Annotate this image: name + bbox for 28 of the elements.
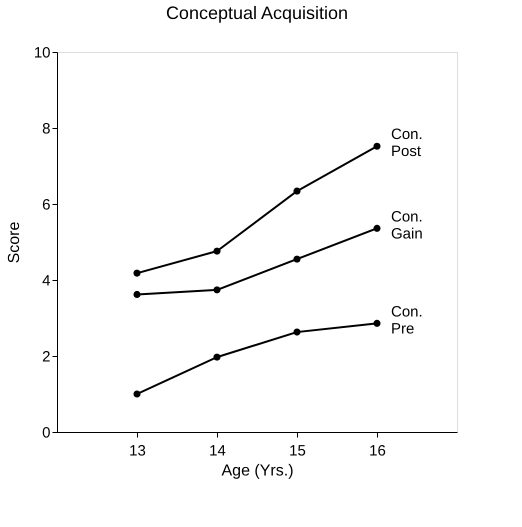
point	[373, 142, 381, 150]
y-tick-label: 10	[34, 44, 50, 62]
x-tick-label: 13	[129, 442, 146, 460]
series-label: Con. Post	[391, 126, 423, 160]
y-tick-label: 4	[42, 272, 50, 290]
x-tick-label: 15	[289, 442, 306, 460]
point	[133, 390, 141, 398]
series-label: Con. Pre	[391, 303, 423, 338]
point	[293, 256, 301, 263]
point	[213, 354, 221, 361]
point	[133, 270, 141, 277]
point	[373, 224, 381, 232]
x-tick-label: 14	[209, 442, 226, 460]
x-tick-label: 16	[369, 442, 386, 460]
point	[213, 286, 221, 294]
y-tick-label: 8	[42, 120, 50, 138]
point	[213, 248, 221, 255]
chart-title: Conceptual Acquisition	[166, 3, 348, 23]
point	[293, 328, 301, 336]
point	[133, 290, 141, 298]
series-label: Con. Gain	[391, 208, 423, 242]
point	[293, 188, 301, 195]
y-axis-title: Score	[6, 222, 23, 264]
y-tick-label: 0	[42, 424, 50, 442]
y-tick-label: 2	[42, 348, 50, 366]
y-tick-label: 6	[42, 196, 50, 214]
x-axis-title: Age (Yrs.)	[221, 462, 294, 480]
point	[373, 320, 381, 327]
